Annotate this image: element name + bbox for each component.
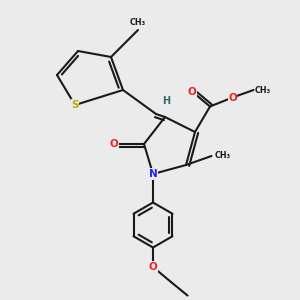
- Text: CH₃: CH₃: [255, 85, 271, 94]
- Text: O: O: [110, 139, 118, 149]
- Text: O: O: [148, 262, 158, 272]
- Text: O: O: [188, 86, 196, 97]
- Text: CH₃: CH₃: [130, 18, 146, 27]
- Text: CH₃: CH₃: [214, 152, 231, 160]
- Text: H: H: [162, 95, 171, 106]
- Text: N: N: [148, 169, 158, 179]
- Text: S: S: [71, 100, 79, 110]
- Text: O: O: [228, 92, 237, 103]
